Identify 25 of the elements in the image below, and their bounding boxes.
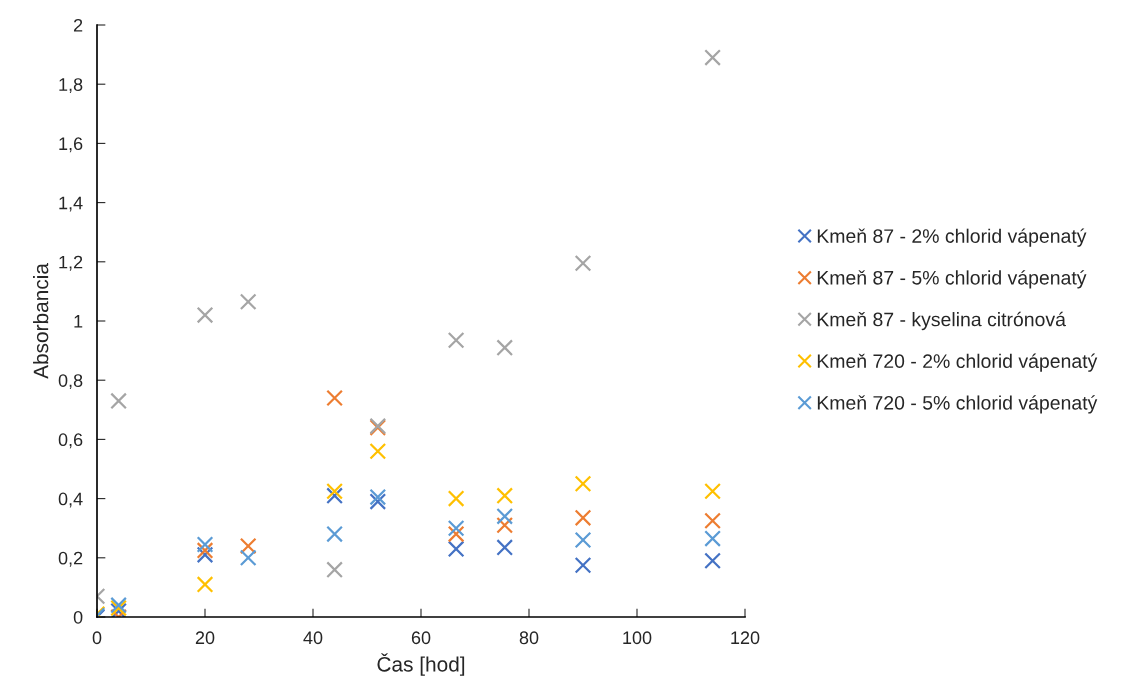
x-tick-label: 60 bbox=[411, 631, 431, 645]
y-tick-label: 1,8 bbox=[59, 78, 83, 94]
y-axis-title: Absorbancia bbox=[33, 263, 49, 379]
x-tick-label: 80 bbox=[519, 631, 539, 645]
legend-label: Kmeň 87 - 2% chlorid vápenatý bbox=[817, 228, 1087, 247]
y-tick-label: 0,4 bbox=[58, 492, 83, 508]
y-tick-label: 0,8 bbox=[58, 374, 83, 390]
y-tick-label: 0,6 bbox=[58, 433, 83, 449]
y-tick-label: 2 bbox=[73, 18, 83, 32]
legend-label: Kmeň 87 - 5% chlorid vápenatý bbox=[817, 270, 1087, 289]
legend-label: Kmeň 720 - 5% chlorid vápenatý bbox=[817, 395, 1098, 414]
legend-label: Kmeň 87 - kyselina citrónová bbox=[817, 311, 1066, 331]
y-tick-label: 0 bbox=[73, 610, 83, 624]
legend-label: Kmeň 720 - 2% chlorid vápenatý bbox=[817, 353, 1098, 372]
x-tick-label: 20 bbox=[195, 631, 215, 645]
y-tick-label: 1 bbox=[74, 315, 83, 328]
x-tick-label: 120 bbox=[731, 631, 760, 645]
y-tick-label: 1,4 bbox=[59, 196, 83, 212]
y-tick-label: 1,6 bbox=[59, 137, 83, 153]
x-tick-label: 0 bbox=[92, 631, 102, 645]
y-tick-label: 1,2 bbox=[59, 255, 83, 271]
x-axis-title: Čas [hod] bbox=[377, 653, 465, 676]
x-tick-label: 40 bbox=[303, 631, 323, 645]
y-tick-label: 0,2 bbox=[58, 551, 83, 567]
x-tick-label: 100 bbox=[623, 631, 652, 645]
